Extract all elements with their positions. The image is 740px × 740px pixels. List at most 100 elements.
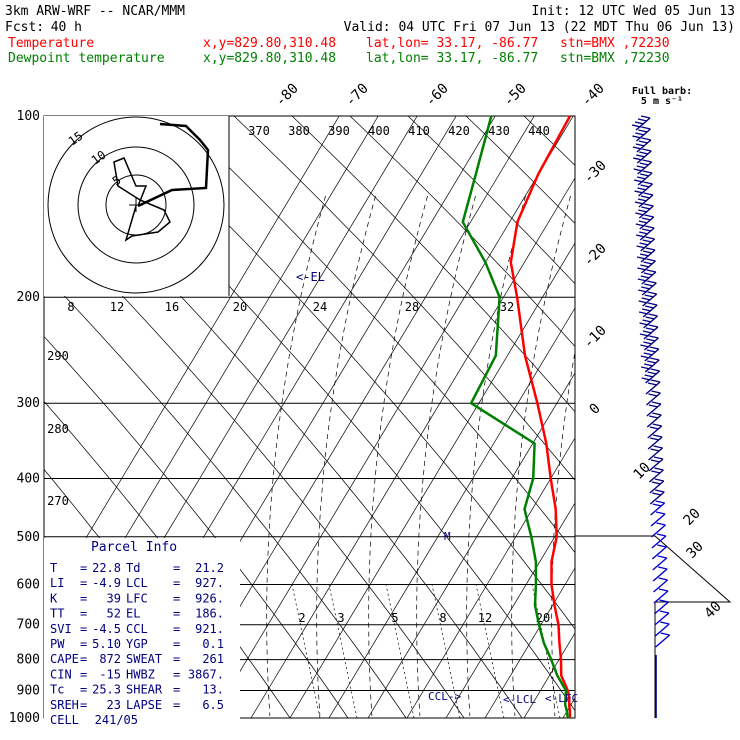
hodograph-ring-label: 10: [89, 148, 109, 168]
lcl-marker: <-LCL: [503, 693, 536, 706]
wind-barb-flag: [639, 162, 649, 166]
wind-barb-flag: [652, 492, 662, 496]
mixing-ratio-label: 5: [391, 611, 398, 625]
wind-barb-staff: [652, 557, 668, 571]
wind-barb-flag: [636, 234, 646, 238]
parcel-sep: =: [173, 667, 180, 681]
wind-barb-flag: [639, 253, 650, 257]
wind-barb-flag: [648, 324, 659, 328]
wind-barb-flag: [636, 245, 646, 249]
moist-adiabat: [466, 195, 526, 717]
parcel-value: -15: [99, 667, 121, 681]
mixing-ratio-label: 8: [439, 611, 446, 625]
parcel-label: HWBZ: [126, 667, 155, 681]
wind-barb-flag: [636, 256, 647, 260]
isotherm-label: -80: [273, 81, 302, 110]
wind-barb-staff: [646, 392, 661, 406]
wind-barb-flag: [632, 135, 642, 139]
parcel-sep: =: [173, 561, 180, 575]
wind-barb-staff: [650, 502, 666, 516]
mixing-ratio-label: 3: [337, 611, 344, 625]
wind-barb-flag: [642, 330, 653, 334]
wind-barb-staff: [654, 623, 670, 637]
wind-barb-flag: [634, 190, 644, 194]
wind-barb-staff: [648, 469, 664, 483]
pressure-axis: 100 200 300 400 500 600 700 800 900 1000: [9, 109, 40, 726]
dry-adiabat: [233, 116, 575, 481]
theta-label: 420: [448, 124, 470, 138]
wind-barb-staff: [653, 590, 669, 604]
parcel-label: Tc: [50, 683, 64, 697]
parcel-sep: =: [80, 667, 87, 681]
wind-barb-flag: [640, 184, 650, 188]
wind-barb-flag: [647, 302, 658, 306]
theta-label: 400: [368, 124, 390, 138]
isotherm-line: [44, 116, 340, 609]
isotherm-line: [602, 116, 740, 718]
wind-barb-flag: [659, 610, 669, 614]
wind-barb-flag: [640, 344, 650, 348]
wind-barb-flag: [646, 258, 656, 262]
wind-barb-flag: [657, 555, 667, 559]
wind-barb-flag: [639, 173, 650, 177]
wind-barb-flag: [647, 371, 657, 375]
theta-label: 430: [488, 124, 510, 138]
wind-barb-flag: [634, 201, 645, 205]
wind-barb-flag: [648, 393, 658, 397]
dry-adiabat: [407, 116, 575, 285]
wind-barb-flag: [642, 319, 652, 323]
wind-barb-staff: [653, 601, 669, 615]
wind-barb-flag: [658, 588, 669, 592]
wind-barb-flag: [656, 522, 666, 526]
wind-barb-flag: [657, 544, 667, 548]
wind-barb-flag: [643, 272, 654, 276]
dewpoint-latlon: lat,lon= 33.17, -86.77: [366, 51, 538, 66]
wind-barb-flag: [636, 154, 646, 158]
wind-barb-flag: [652, 503, 662, 507]
wind-barb-flag: [644, 363, 654, 367]
wind-barb-staff: [651, 524, 666, 538]
mixing-ratio-label: 12: [478, 611, 492, 625]
fcst-label: Fcst:: [5, 20, 44, 35]
pressure-label: 700: [17, 618, 40, 633]
isotherm-label: -50: [501, 81, 530, 110]
mixing-ratio-line: [328, 584, 358, 718]
isotherm-label: -20: [581, 241, 610, 270]
isotherm-line: [250, 177, 575, 718]
wind-barb-flag: [643, 261, 653, 265]
isotherm-line: [680, 116, 740, 718]
parcel-label: CIN: [50, 667, 72, 681]
isotherm-label: -10: [581, 323, 610, 352]
hodograph-trace-low: [113, 157, 171, 242]
parcel-sep: =: [80, 576, 87, 590]
wind-barb-staff: [648, 447, 664, 461]
wind-barb-flag: [644, 374, 654, 378]
wind-barb-flag: [642, 159, 652, 163]
dry-adiabat: [44, 273, 407, 718]
wind-barb-flag: [645, 316, 655, 320]
fcst-hours: 40 h: [51, 20, 82, 35]
dry-adiabat: [349, 116, 575, 347]
mixing-ratio-line: [385, 584, 415, 718]
wind-barb-flag: [652, 412, 662, 416]
parcel-value: -4.5: [92, 622, 121, 636]
parcel-label: SWEAT: [126, 652, 162, 666]
wind-barb-flag: [635, 212, 645, 216]
wind-barb-flag: [637, 278, 648, 282]
parcel-sep: =: [80, 622, 87, 636]
wind-barb-flag: [636, 165, 646, 169]
wind-barb-flag: [645, 247, 656, 251]
wind-barb-flag: [634, 121, 645, 125]
parcel-value: 22.8: [92, 561, 121, 575]
wind-barb-flag: [643, 192, 654, 196]
dry-adiabat: [44, 213, 465, 718]
moist-adiabat: [266, 195, 326, 717]
wind-barb-flag: [642, 239, 652, 243]
wind-barb-flag: [643, 341, 653, 345]
temperature-xy: x,y=829.80,310.48: [203, 36, 336, 51]
parcel-value: 23: [107, 698, 121, 712]
pressure-label: 900: [17, 683, 40, 698]
wind-barb-flag: [641, 377, 651, 381]
